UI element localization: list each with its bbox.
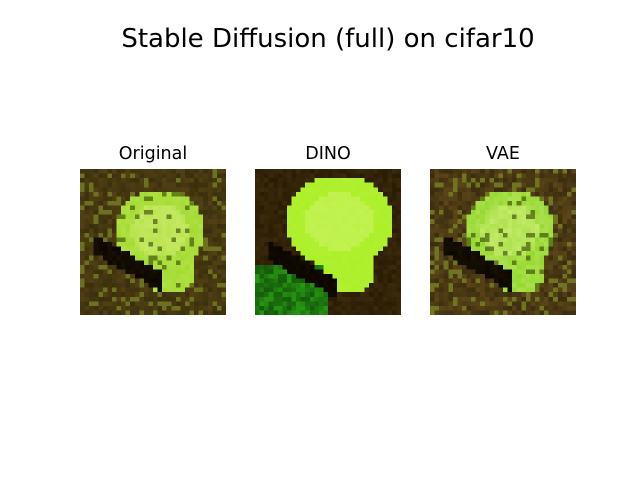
- panel-title-original: Original: [118, 144, 188, 164]
- panel-title-vae: VAE: [486, 144, 520, 164]
- frog-image-original: [80, 169, 226, 315]
- panel-title-dino: DINO: [305, 144, 351, 164]
- figure-title: Stable Diffusion (full) on cifar10: [121, 24, 535, 54]
- panel-original: Original: [80, 143, 226, 315]
- panel-vae: VAE: [430, 143, 576, 315]
- frog-image-dino: [255, 169, 401, 315]
- panel-dino: DINO: [255, 143, 401, 315]
- frog-image-vae: [430, 169, 576, 315]
